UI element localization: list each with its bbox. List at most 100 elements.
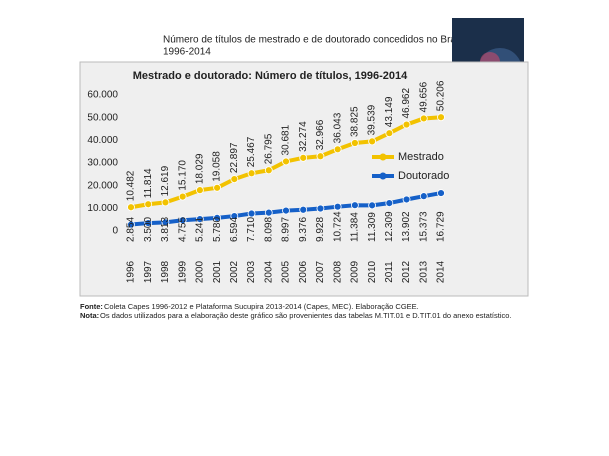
point [230,212,239,220]
data-label: 10.724 [332,211,343,242]
x-tick-label: 1999 [177,260,188,283]
data-label: 25.467 [246,136,257,167]
chart-frame [79,61,529,297]
data-label: 6.594 [229,217,240,242]
y-tick-label: 60.000 [87,90,118,101]
data-label: 11.814 [143,168,154,198]
point [195,215,204,224]
y-tick-label: 50.000 [87,112,118,123]
data-label: 11.384 [350,212,361,242]
data-label: 9.928 [315,217,326,242]
note-label: Fonte: [80,302,103,311]
x-tick-label: 2004 [263,260,274,283]
data-label: 49.656 [418,81,429,112]
data-label: 22.897 [229,142,240,173]
point [144,200,153,209]
data-label: 9.376 [298,217,309,242]
data-label: 8.997 [281,217,292,242]
y-tick-label: 20.000 [87,180,118,191]
point [299,205,308,214]
data-label: 38.825 [350,106,361,137]
point [213,213,222,222]
x-tick-label: 2005 [281,260,292,283]
note-text: Coleta Capes 1996-2012 e Plataforma Sucu… [104,302,419,311]
data-label: 39.539 [367,104,378,135]
point [264,166,273,175]
x-tick-label: 2003 [246,260,257,283]
data-label: 13.902 [401,211,412,242]
data-label: 46.962 [401,88,412,119]
point [333,202,342,211]
point [368,137,377,146]
point [282,206,290,215]
data-label: 5.780 [212,217,223,242]
x-tick-label: 2014 [436,260,447,283]
point [350,201,359,210]
point [333,145,342,154]
x-tick-label: 2006 [298,260,309,283]
data-label: 30.681 [281,124,292,155]
data-label: 10.482 [126,170,137,201]
point [368,201,377,210]
legend-label: Doutorado [398,170,449,182]
data-label: 15.170 [177,160,188,191]
data-label: 11.309 [367,212,378,242]
x-tick-label: 2002 [229,260,240,283]
y-tick-label: 10.000 [87,203,118,214]
legend-marker [379,172,387,180]
data-label: 3.813 [160,217,171,242]
data-label: 50.206 [436,80,447,111]
point [127,220,135,229]
point [385,199,394,207]
y-tick-label: 0 [112,226,118,237]
point [178,216,187,225]
point [299,153,308,162]
data-label: 12.619 [160,165,171,196]
point [419,114,428,123]
data-label: 4.755 [177,217,188,242]
point [385,129,394,138]
note-text: Os dados utilizados para a elaboração de… [100,311,512,320]
point [264,208,273,217]
data-label: 16.729 [436,211,447,242]
x-tick-label: 1997 [143,260,154,283]
legend-label: Mestrado [398,151,444,163]
data-label: 8.098 [263,217,274,242]
point [161,198,170,207]
point [127,203,135,212]
header-title: 1996-2014 [163,47,211,58]
data-label: 7.710 [246,217,257,242]
data-label: 43.149 [384,96,395,127]
point [144,219,153,227]
point [247,209,256,218]
chart-title: Mestrado e doutorado: Número de títulos,… [133,70,408,82]
x-tick-label: 2009 [350,260,361,283]
point [316,204,325,213]
x-tick-label: 2010 [367,260,378,283]
x-tick-label: 2000 [195,260,206,283]
x-tick-label: 2012 [401,260,412,283]
data-label: 32.966 [315,119,326,150]
point [437,189,445,197]
point [161,218,170,227]
point [178,192,187,201]
point [437,113,445,122]
data-label: 12.309 [384,211,395,242]
data-label: 32.274 [298,121,309,152]
point [195,186,204,195]
point [282,157,290,166]
x-tick-label: 2013 [418,260,429,283]
point [350,139,359,147]
data-label: 18.029 [195,153,206,184]
y-tick-label: 30.000 [87,158,118,169]
point [316,152,325,161]
x-tick-label: 2008 [332,260,343,283]
data-label: 36.043 [332,112,343,143]
y-tick-label: 40.000 [87,135,118,146]
data-label: 3.500 [143,217,154,242]
header-title: Número de títulos de mestrado e de douto… [163,35,468,46]
data-label: 2.854 [126,217,137,242]
x-tick-label: 1996 [126,260,137,283]
